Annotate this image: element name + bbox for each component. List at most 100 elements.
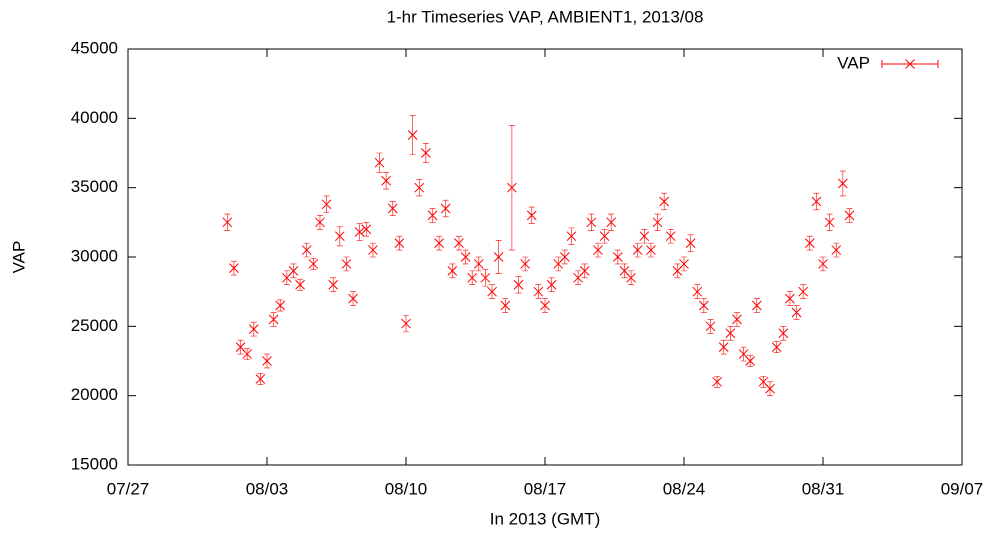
marker: [639, 231, 650, 242]
marker: [262, 356, 272, 366]
marker: [460, 252, 471, 262]
marker: [328, 279, 339, 290]
y-tick-label: 45000: [71, 38, 118, 57]
marker: [354, 227, 365, 237]
x-tick-label: 07/27: [107, 479, 150, 498]
marker: [732, 314, 742, 325]
marker: [838, 178, 848, 189]
marker: [334, 231, 345, 242]
marker: [831, 245, 842, 255]
marker: [579, 266, 590, 276]
marker: [632, 245, 643, 255]
marker: [295, 279, 305, 290]
marker: [646, 245, 656, 255]
x-tick-label: 09/07: [941, 479, 984, 498]
marker: [685, 238, 696, 248]
y-tick-label: 25000: [71, 316, 118, 335]
marker: [699, 300, 709, 311]
marker: [785, 293, 795, 304]
marker: [500, 300, 511, 311]
marker: [454, 238, 464, 248]
x-axis-label: In 2013 (GMT): [490, 509, 601, 528]
marker: [599, 231, 610, 242]
marker: [824, 217, 835, 228]
marker: [718, 342, 729, 352]
marker: [480, 272, 491, 283]
y-tick-label: 15000: [71, 454, 118, 473]
marker: [308, 259, 319, 269]
marker: [255, 374, 266, 384]
marker: [606, 217, 617, 228]
marker: [818, 259, 828, 269]
marker: [533, 286, 544, 297]
marker: [725, 328, 736, 339]
marker: [229, 263, 239, 273]
marker: [414, 182, 425, 193]
marker: [540, 300, 550, 311]
marker: [493, 252, 504, 262]
marker: [811, 196, 822, 207]
marker: [745, 356, 756, 366]
marker: [288, 266, 299, 276]
marker: [778, 328, 789, 339]
x-tick-label: 08/10: [385, 479, 428, 498]
marker: [652, 217, 663, 228]
marker: [387, 203, 398, 214]
marker: [566, 231, 577, 242]
y-tick-label: 30000: [71, 246, 118, 265]
marker: [593, 245, 603, 255]
marker: [427, 210, 438, 221]
x-tick-label: 08/03: [246, 479, 289, 498]
marker: [348, 293, 358, 304]
marker: [679, 259, 689, 269]
chart-title: 1-hr Timeseries VAP, AMBIENT1, 2013/08: [387, 7, 704, 26]
marker: [751, 300, 762, 311]
marker: [341, 259, 352, 269]
x-tick-label: 08/31: [802, 479, 845, 498]
marker: [368, 245, 378, 255]
y-tick-label: 40000: [71, 108, 118, 127]
marker: [473, 259, 484, 269]
marker: [401, 318, 411, 329]
marker: [421, 148, 431, 158]
marker: [487, 286, 497, 297]
y-axis-label: VAP: [9, 241, 28, 274]
y-tick-label: 35000: [71, 177, 118, 196]
marker: [526, 210, 537, 221]
x-tick-label: 08/24: [663, 479, 706, 498]
marker: [361, 224, 372, 235]
marker: [804, 238, 815, 248]
marker: [507, 182, 517, 193]
marker: [513, 279, 524, 290]
marker: [586, 217, 597, 228]
marker: [374, 157, 385, 168]
marker: [665, 231, 676, 242]
marker: [268, 314, 279, 325]
marker: [844, 210, 855, 221]
marker: [612, 252, 623, 262]
legend-swatch: [881, 59, 939, 69]
marker: [222, 217, 233, 228]
marker: [791, 307, 802, 318]
marker: [659, 196, 669, 207]
marker: [242, 349, 252, 359]
marker: [440, 203, 451, 214]
marker: [765, 383, 775, 394]
marker: [712, 376, 722, 387]
marker: [771, 342, 782, 352]
y-tick-label: 20000: [71, 385, 118, 404]
marker: [321, 199, 332, 210]
marker: [546, 279, 557, 290]
marker: [315, 217, 325, 228]
marker: [705, 321, 716, 332]
marker: [434, 238, 444, 248]
legend-label: VAP: [837, 53, 870, 72]
marker: [275, 300, 286, 311]
marker: [407, 130, 418, 140]
marker: [467, 272, 478, 283]
marker: [692, 286, 703, 297]
x-tick-label: 08/17: [524, 479, 567, 498]
marker: [626, 272, 636, 283]
marker: [248, 324, 259, 334]
